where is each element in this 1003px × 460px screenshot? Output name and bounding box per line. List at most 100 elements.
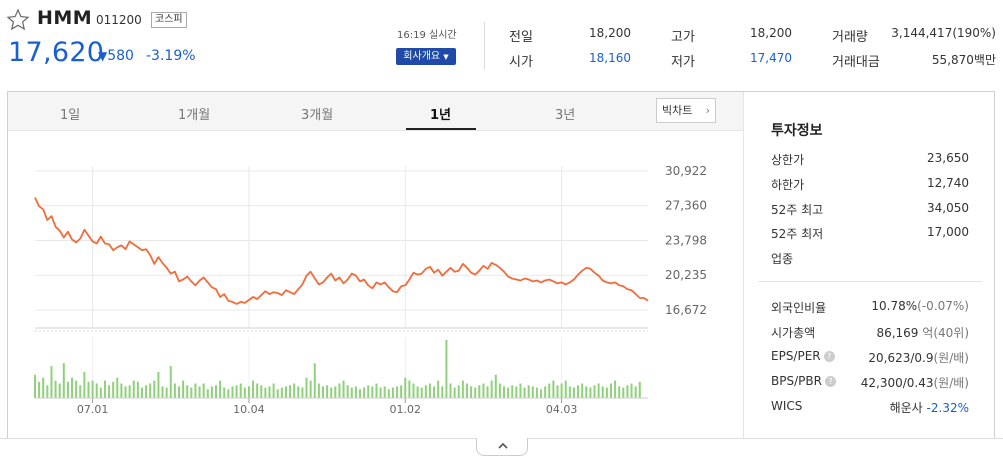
volume-bar bbox=[478, 385, 481, 398]
volume-bar bbox=[83, 371, 86, 398]
volume-bar bbox=[490, 380, 493, 398]
volume-bar bbox=[593, 385, 596, 398]
volume-bar bbox=[128, 385, 131, 398]
help-icon[interactable]: ? bbox=[823, 351, 835, 362]
volume-bar bbox=[231, 386, 234, 398]
wics-sector: 해운사 bbox=[889, 401, 923, 415]
volume-bar bbox=[50, 366, 53, 398]
volume-bar bbox=[210, 386, 213, 398]
wics-value: 해운사 -2.32% bbox=[839, 399, 969, 416]
down-arrow-icon: ▼ bbox=[98, 49, 108, 63]
volume-bar bbox=[276, 389, 279, 398]
industry-label: 업종 bbox=[771, 252, 794, 266]
wics-label: WICS bbox=[771, 399, 803, 413]
volume-bar bbox=[622, 387, 625, 398]
volume-bar bbox=[280, 387, 283, 398]
volume-bar bbox=[268, 386, 271, 398]
volume-bar bbox=[614, 380, 617, 398]
volume-bar bbox=[145, 385, 148, 398]
volume-bar bbox=[239, 383, 242, 398]
volume-bar bbox=[58, 383, 61, 398]
foreign-ratio: 10.78% bbox=[871, 299, 918, 313]
volume-bar bbox=[321, 386, 324, 398]
volume-bar bbox=[552, 380, 555, 398]
volume-bar bbox=[515, 386, 518, 398]
active-tab-indicator bbox=[406, 128, 476, 130]
chevron-right-icon: › bbox=[705, 104, 710, 117]
volume-bar bbox=[173, 383, 176, 398]
volume-bar bbox=[428, 383, 431, 398]
price-chart: 30,922 27,360 23,798 20,235 16,672 07.01 10.04… bbox=[34, 164, 707, 416]
open-label: 시가 bbox=[509, 55, 533, 70]
volume-bar bbox=[186, 385, 189, 398]
volume-bar bbox=[498, 383, 501, 398]
low52-value: 17,000 bbox=[927, 225, 969, 239]
volume-bar bbox=[350, 387, 353, 398]
volume-bar bbox=[260, 385, 263, 398]
volume-bar bbox=[540, 389, 543, 398]
big-chart-button[interactable]: 빅차트 › bbox=[656, 98, 716, 123]
y-tick-label: 30,922 bbox=[665, 164, 707, 178]
bps-pbr-label: BPS/PBR bbox=[771, 374, 822, 388]
low-label: 저가 bbox=[671, 55, 695, 70]
volume-bar bbox=[609, 383, 612, 398]
tab-1year[interactable]: 1년 bbox=[430, 108, 452, 123]
x-tick-label: 04.03 bbox=[546, 403, 578, 416]
collapse-toggle-button[interactable] bbox=[476, 438, 528, 456]
volume-bar bbox=[293, 383, 296, 398]
volume-bar bbox=[601, 386, 604, 398]
volume-bar bbox=[457, 385, 460, 398]
big-chart-label: 빅차트 bbox=[662, 104, 693, 117]
low52-label: 52주 최저 bbox=[771, 227, 824, 241]
volume-bar bbox=[165, 387, 168, 398]
volume-bar bbox=[116, 377, 119, 398]
realtime-label: 16:19 실시간 bbox=[397, 30, 457, 41]
volume-bar bbox=[535, 387, 538, 398]
volume-bar bbox=[453, 387, 456, 398]
volume-bar bbox=[256, 383, 259, 398]
volume-bar bbox=[215, 385, 218, 398]
volume-bar bbox=[309, 380, 312, 398]
volume-bar bbox=[182, 380, 185, 398]
volume-bar bbox=[87, 381, 90, 398]
volume-bar bbox=[243, 387, 246, 398]
tab-3year[interactable]: 3년 bbox=[555, 108, 576, 123]
stock-name: HMM bbox=[37, 7, 93, 29]
volume-bar bbox=[202, 383, 205, 398]
tab-1day[interactable]: 1일 bbox=[60, 108, 81, 123]
volume-bar bbox=[375, 383, 378, 398]
volume-bar bbox=[482, 383, 485, 398]
volume-bar bbox=[618, 386, 621, 398]
volume-bar bbox=[519, 383, 522, 398]
volume-bar bbox=[75, 380, 78, 398]
volume-bar bbox=[424, 385, 427, 398]
favorite-star-icon[interactable] bbox=[6, 8, 30, 32]
x-tick-label: 07.01 bbox=[77, 403, 109, 416]
volume-bar bbox=[494, 374, 497, 398]
amount-value: 55,870백만 bbox=[931, 53, 996, 67]
volume-bar bbox=[284, 386, 287, 398]
volume-bar bbox=[91, 380, 94, 398]
volume-bar bbox=[577, 385, 580, 398]
volume-bar bbox=[638, 381, 641, 398]
volume-bar bbox=[149, 383, 152, 398]
volume-bar bbox=[252, 380, 255, 398]
volume-bar bbox=[523, 387, 526, 398]
volume-bar bbox=[461, 380, 464, 398]
company-overview-button[interactable]: 회사개요 ▼ bbox=[396, 48, 456, 65]
volume-bar bbox=[404, 377, 407, 398]
change-rate: -3.19% bbox=[146, 48, 196, 64]
volume-bar bbox=[140, 387, 143, 398]
tab-1month[interactable]: 1개월 bbox=[178, 108, 211, 123]
volume-bar bbox=[589, 387, 592, 398]
volume-bar bbox=[605, 387, 608, 398]
volume-bar bbox=[400, 385, 403, 398]
volume-bar bbox=[568, 386, 571, 398]
volume-bar bbox=[581, 383, 584, 398]
stock-code: 011200 bbox=[96, 13, 142, 27]
open-value: 18,160 bbox=[589, 51, 631, 65]
volume-bar bbox=[108, 385, 111, 398]
period-tabs bbox=[8, 92, 743, 131]
help-icon[interactable]: ? bbox=[824, 376, 836, 387]
tab-3month[interactable]: 3개월 bbox=[301, 108, 334, 123]
